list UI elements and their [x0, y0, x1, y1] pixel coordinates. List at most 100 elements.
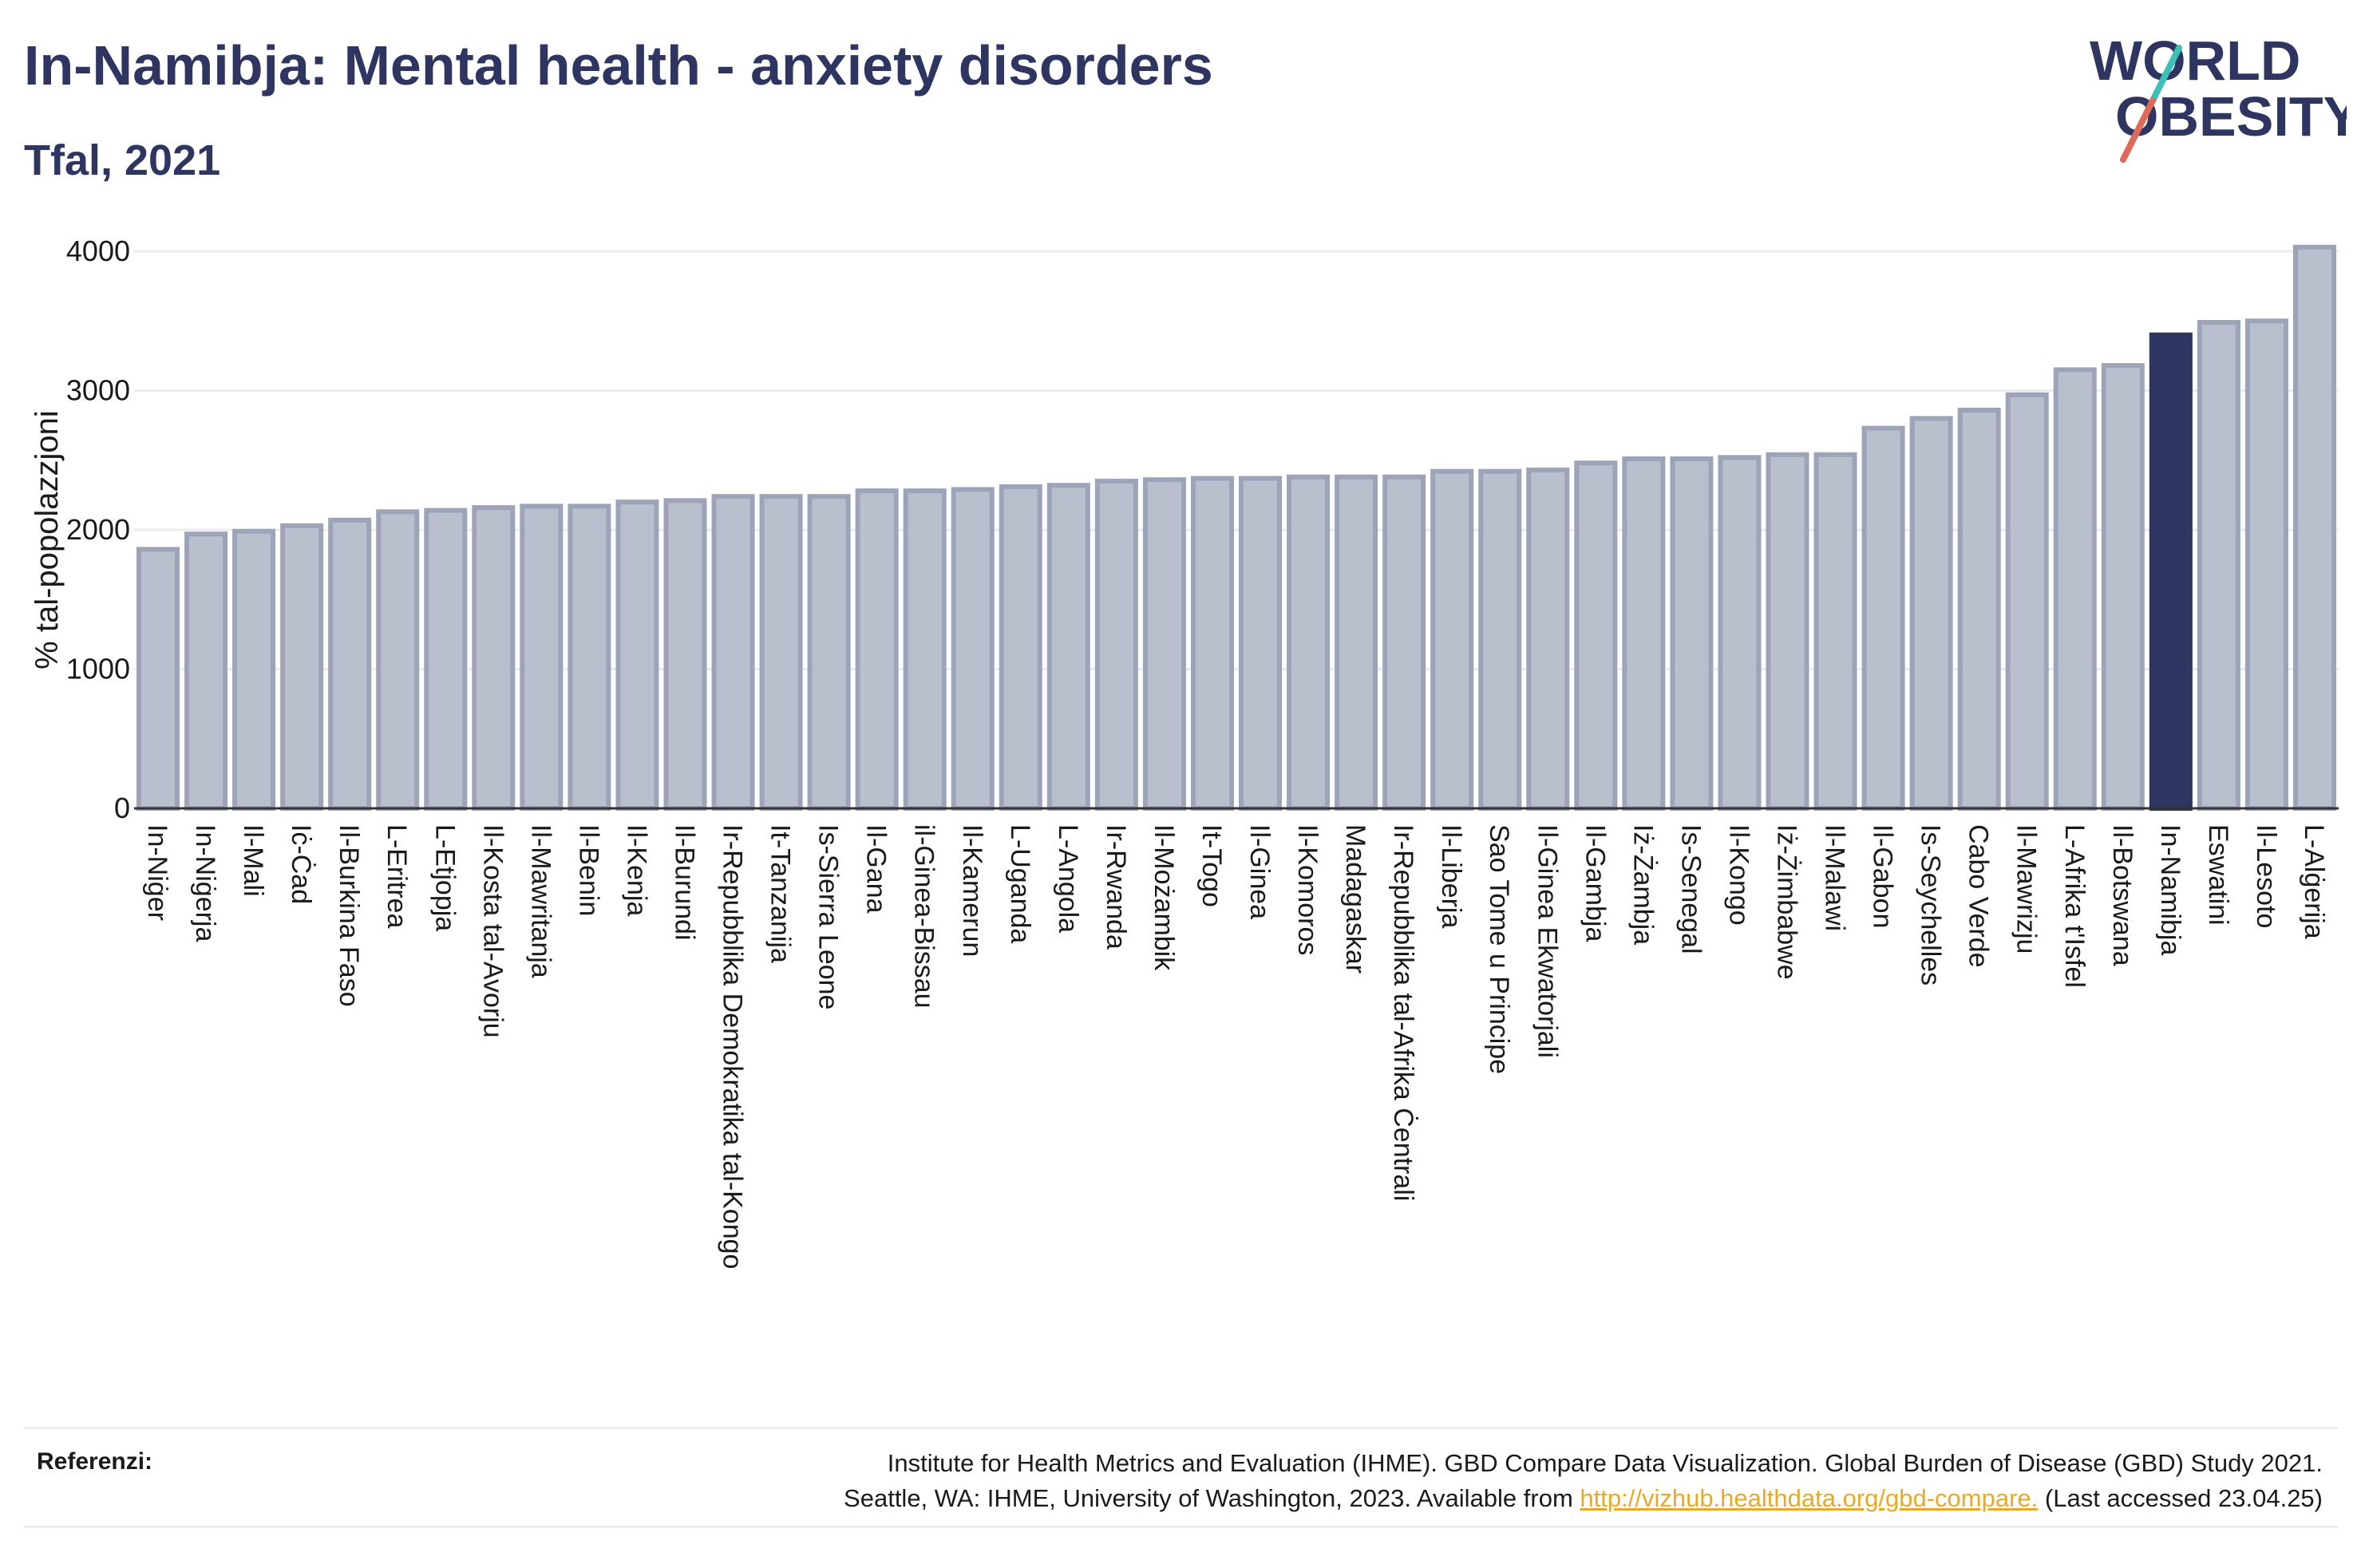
category-label: Il-Kongo [1723, 824, 1754, 926]
bar [1957, 407, 2001, 811]
category-label: Il-Mawrizju [2011, 824, 2042, 954]
world-obesity-logo: WORLD OBESITY [2090, 30, 2347, 163]
bar [951, 487, 995, 812]
bar [903, 488, 947, 811]
category-label: Eswatini [2203, 824, 2233, 926]
bar-chart: 0 1000 2000 3000 4000 In-Niġer In-Niġerja Il-M… [30, 235, 2339, 1269]
category-label: L-Angola [1053, 824, 1083, 933]
category-label: Il-Kenja [621, 824, 651, 916]
category-label: Iż-Żambja [1627, 824, 1658, 945]
references-line2-before: Seattle, WA: IHME, University of Washing… [844, 1484, 1580, 1512]
bar [1622, 456, 1666, 811]
category-label: Cabo Verde [1964, 824, 1994, 968]
bar [1046, 483, 1090, 811]
category-labels: In-Niġer In-Niġerja Il-Mali Iċ-Ċad Il-Burkin… [142, 824, 2329, 1269]
bar [1382, 474, 1426, 811]
category-label: Il-Mali [238, 824, 268, 897]
category-label: Il-Gambja [1580, 824, 1610, 942]
category-label: Is-Senegal [1675, 824, 1706, 954]
category-label: Il-Burkina Faso [334, 824, 364, 1007]
bar [1190, 476, 1234, 811]
category-label: L-Afrika t'Isfel [2059, 824, 2090, 988]
bar [1287, 474, 1331, 811]
page-subtitle: Tfal, 2021 [24, 136, 221, 184]
bar [1861, 425, 1905, 811]
category-label: Il-Ginea Ekwatorjali [1532, 824, 1562, 1058]
category-label: Il-Gabon [1868, 824, 1898, 928]
bar [472, 505, 516, 812]
references-bottom-divider [24, 1526, 2339, 1528]
logo-slash-teal [2152, 45, 2182, 99]
bar [663, 498, 707, 811]
category-label: Is-Sierra Leone [813, 824, 844, 1009]
bar [1142, 477, 1186, 811]
bar [615, 500, 659, 811]
bar [376, 509, 420, 811]
category-label: Ir-Rwanda [1101, 824, 1131, 950]
y-tick-label: 2000 [66, 513, 130, 546]
page-title: In-Namibja: Mental health - anxiety diso… [24, 34, 1213, 97]
bar [184, 531, 228, 811]
category-label: Iċ-Ċad [286, 824, 316, 904]
bar [2292, 244, 2336, 811]
y-tick-label: 1000 [66, 653, 130, 685]
category-label: Il-Liberja [1436, 824, 1466, 928]
bar [1526, 467, 1570, 812]
logo-line1: WORLD [2090, 30, 2300, 92]
bar [2101, 363, 2145, 811]
category-label: Ir-Repubblika Demokratika tal-Kongo [718, 824, 748, 1269]
references-label: Referenzi: [37, 1448, 153, 1475]
category-label: Iż-Żimbabwe [1772, 824, 1802, 980]
bar [232, 528, 276, 811]
category-label: Is-Seychelles [1916, 824, 1946, 985]
category-label: Il-Burundi [670, 824, 700, 941]
logo-slash-red [2120, 93, 2158, 163]
category-label: L-Uganda [1005, 824, 1035, 943]
bar [328, 517, 372, 811]
category-label: Sao Tome u Principe [1484, 824, 1514, 1074]
category-label: Il-Malawi [1820, 824, 1850, 931]
category-label: Il-Gana [861, 824, 892, 914]
bar [280, 523, 324, 811]
references-top-divider [24, 1427, 2339, 1429]
y-tick-label: 0 [114, 792, 130, 824]
references-line1: Institute for Health Metrics and Evaluat… [887, 1449, 2323, 1477]
references-line2: Seattle, WA: IHME, University of Washing… [487, 1481, 2323, 1516]
bar [1094, 478, 1138, 811]
bar [1239, 476, 1283, 811]
category-label: L-Etjopja [429, 824, 460, 931]
y-tick-label: 3000 [66, 374, 130, 407]
references-line2-after: (Last accessed 23.04.25) [2038, 1484, 2323, 1512]
category-label: Ir-Repubblika tal-Afrika Ċentrali [1388, 824, 1418, 1201]
bar [2053, 367, 2097, 811]
references-text: Institute for Health Metrics and Evaluat… [487, 1446, 2323, 1516]
category-label: In-Niġerja [190, 824, 220, 942]
category-label: Madagaskar [1340, 824, 1370, 974]
category-label: Il-Mawritanja [525, 824, 556, 978]
category-label: L-Alġerija [2299, 824, 2329, 939]
references-link[interactable]: http://vizhub.healthdata.org/gbd-compare… [1580, 1484, 2039, 1512]
category-label: Il-Kosta tal-Avorju [477, 824, 508, 1038]
category-label: Il-Benin [573, 824, 603, 916]
y-tick-label: 4000 [66, 235, 130, 267]
category-label: In-Niġer [142, 824, 172, 921]
bar [1670, 456, 1714, 811]
y-axis-title: % tal-popolazzjoni [30, 410, 65, 669]
bars [136, 244, 2336, 812]
bar [2197, 319, 2240, 811]
category-label: Il-Botswana [2107, 824, 2138, 966]
bar [999, 484, 1042, 812]
bar [1909, 416, 1953, 812]
bar [759, 494, 803, 811]
bar [1718, 455, 1762, 811]
bar [520, 504, 564, 812]
category-label: It-Togo [1196, 824, 1227, 907]
bar [1335, 474, 1378, 811]
bar [1766, 452, 1809, 812]
bar [855, 488, 899, 811]
bar [807, 494, 851, 811]
category-label: L-Eritrea [382, 824, 412, 928]
category-label: Il-Kamerun [957, 824, 987, 957]
category-label: Il-Lesoto [2251, 824, 2281, 928]
category-label: Il-Ginea [1244, 824, 1275, 919]
